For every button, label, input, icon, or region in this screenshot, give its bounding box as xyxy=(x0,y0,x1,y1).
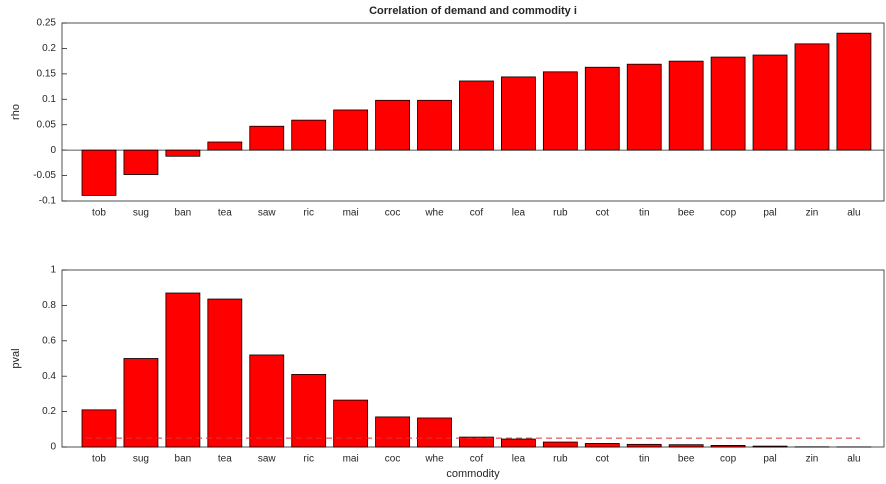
x-tick-label: cof xyxy=(470,454,484,465)
x-tick-label: rub xyxy=(553,208,568,219)
x-tick-label: tin xyxy=(639,454,650,465)
bar xyxy=(165,149,201,157)
bar xyxy=(584,66,620,151)
x-tick-label: saw xyxy=(258,208,277,219)
x-tick-label: alu xyxy=(847,454,860,465)
bar xyxy=(249,354,285,448)
bar xyxy=(668,444,704,448)
y-tick-label: 0 xyxy=(50,442,56,453)
x-tick-label: lea xyxy=(512,208,526,219)
y-tick-label: -0.05 xyxy=(33,170,56,181)
y-tick-label: 0.8 xyxy=(42,300,56,311)
bar xyxy=(291,374,327,448)
y-tick-label: 0.2 xyxy=(42,43,56,54)
bar xyxy=(417,99,452,151)
bar xyxy=(249,125,285,151)
bar xyxy=(459,436,494,448)
x-axis-label: commodity xyxy=(446,468,500,480)
x-tick-label: saw xyxy=(258,454,277,465)
y-tick-label: 0.4 xyxy=(42,371,56,382)
y-tick-label: -0.1 xyxy=(39,196,57,207)
x-tick-label: lea xyxy=(512,454,526,465)
x-tick-label: rub xyxy=(553,454,568,465)
x-tick-label: tin xyxy=(639,208,650,219)
x-tick-label: bee xyxy=(678,454,695,465)
bar xyxy=(500,438,536,448)
x-tick-label: zin xyxy=(806,454,819,465)
y-tick-label: 0.6 xyxy=(42,335,56,346)
y-axis-label: rho xyxy=(10,104,22,120)
y-tick-label: 1 xyxy=(50,265,56,276)
x-tick-label: tea xyxy=(218,454,232,465)
bar xyxy=(584,443,620,448)
bar xyxy=(836,32,872,151)
y-axis-label: pval xyxy=(10,348,22,368)
x-tick-label: cot xyxy=(596,454,610,465)
x-tick-label: zin xyxy=(806,208,819,219)
bar xyxy=(123,358,159,448)
bar xyxy=(710,445,746,448)
x-tick-label: sug xyxy=(133,454,149,465)
bar xyxy=(333,109,369,151)
bar xyxy=(207,141,243,151)
bar xyxy=(500,76,536,151)
axes-box xyxy=(61,22,885,202)
x-tick-label: cop xyxy=(720,454,737,465)
bar xyxy=(752,54,788,151)
x-tick-label: cop xyxy=(720,208,737,219)
x-tick-label: pal xyxy=(763,208,776,219)
bar xyxy=(123,149,159,175)
bar xyxy=(81,149,117,196)
bar xyxy=(710,56,746,151)
y-tick-label: 0 xyxy=(50,145,56,156)
x-tick-label: mai xyxy=(343,208,359,219)
x-tick-label: whe xyxy=(424,208,444,219)
bar xyxy=(81,409,117,448)
x-tick-label: coc xyxy=(385,454,401,465)
x-tick-label: ric xyxy=(303,208,314,219)
y-tick-label: 0.2 xyxy=(42,406,56,417)
bar xyxy=(417,417,452,448)
x-tick-label: tea xyxy=(218,208,232,219)
bar xyxy=(333,399,369,448)
chart-title: Correlation of demand and commodity i xyxy=(369,5,577,17)
x-tick-label: sug xyxy=(133,208,149,219)
bar xyxy=(542,441,578,448)
bar xyxy=(165,292,201,448)
x-tick-label: ric xyxy=(303,454,314,465)
x-tick-label: mai xyxy=(343,454,359,465)
bar xyxy=(626,63,662,151)
bar xyxy=(668,60,704,151)
x-tick-label: ban xyxy=(175,208,192,219)
y-tick-label: 0.05 xyxy=(37,119,57,130)
x-tick-label: bee xyxy=(678,208,695,219)
x-tick-label: alu xyxy=(847,208,860,219)
x-tick-label: tob xyxy=(92,454,106,465)
y-tick-label: 0.1 xyxy=(42,94,56,105)
x-tick-label: coc xyxy=(385,208,401,219)
bar xyxy=(375,416,410,448)
x-tick-label: cof xyxy=(470,208,484,219)
bar xyxy=(542,71,578,151)
x-tick-label: whe xyxy=(424,454,444,465)
x-tick-label: tob xyxy=(92,208,106,219)
bar xyxy=(626,443,662,448)
bar xyxy=(375,99,410,151)
x-tick-label: cot xyxy=(596,208,610,219)
bar xyxy=(459,80,494,151)
bar xyxy=(291,119,327,151)
y-tick-label: 0.15 xyxy=(37,68,57,79)
x-tick-label: pal xyxy=(763,454,776,465)
y-tick-label: 0.25 xyxy=(37,18,57,29)
bar xyxy=(752,445,788,448)
bar xyxy=(207,298,243,448)
bar xyxy=(794,43,830,151)
x-tick-label: ban xyxy=(175,454,192,465)
